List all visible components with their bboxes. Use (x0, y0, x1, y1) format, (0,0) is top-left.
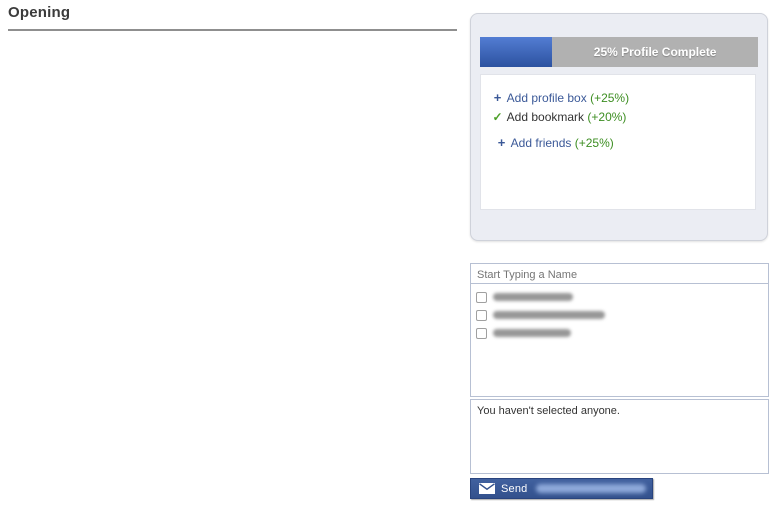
profile-complete-widget: 25% Profile Complete + Add profile box (… (470, 13, 768, 241)
add-bookmark-label: Add bookmark (506, 110, 585, 124)
selected-friends-box: You haven't selected anyone. (470, 399, 769, 474)
redacted-friend-name (493, 329, 571, 337)
friend-list-item (476, 288, 768, 306)
friend-search-input[interactable] (471, 264, 768, 284)
friend-list-item (476, 306, 768, 324)
task-bonus: (+25%) (574, 136, 614, 150)
add-friends-link[interactable]: Add friends (510, 136, 572, 150)
friend-list-item (476, 324, 768, 342)
title-divider (8, 29, 457, 31)
friend-checkbox[interactable] (476, 291, 487, 303)
progress-label: 25% Profile Complete (593, 45, 717, 59)
check-icon: ✓ (492, 110, 503, 124)
task-bonus: (+25%) (590, 91, 630, 105)
progress-fill (480, 37, 553, 67)
friend-checkbox[interactable] (476, 309, 487, 321)
task-row-add-bookmark: ✓ Add bookmark (+20%) (491, 108, 755, 127)
redacted-friend-name (493, 293, 573, 301)
friend-list (471, 284, 768, 342)
plus-icon: + (493, 90, 502, 105)
page-title: Opening (8, 4, 71, 21)
add-profile-box-link[interactable]: Add profile box (506, 91, 587, 105)
send-button[interactable]: Send (470, 478, 653, 499)
task-row-add-profile-box: + Add profile box (+25%) (491, 88, 755, 108)
profile-progress-bar: 25% Profile Complete (480, 37, 758, 67)
friend-checkbox[interactable] (476, 327, 487, 339)
plus-icon: + (497, 135, 506, 150)
redacted-send-suffix (535, 484, 646, 493)
profile-task-box: + Add profile box (+25%) ✓ Add bookmark … (480, 74, 756, 210)
empty-selection-message: You haven't selected anyone. (477, 405, 620, 417)
task-bonus: (+20%) (587, 110, 627, 124)
envelope-icon (479, 483, 495, 494)
friend-selector (470, 263, 769, 397)
task-row-add-friends: + Add friends (+25%) (495, 133, 755, 153)
send-button-label: Send (501, 482, 528, 495)
redacted-friend-name (493, 311, 605, 319)
